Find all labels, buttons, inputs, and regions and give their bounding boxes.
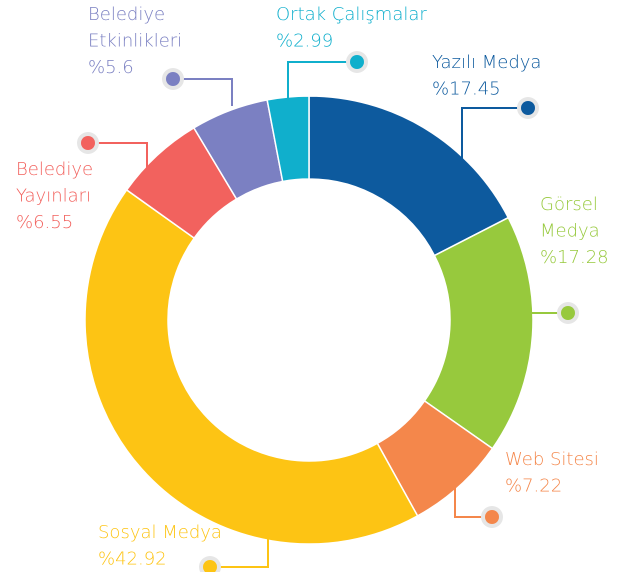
label-line: Yazılı Medya bbox=[432, 52, 541, 73]
marker-dot bbox=[521, 101, 535, 115]
category-label: Belediye Yayınları bbox=[16, 159, 93, 207]
marker-dot bbox=[166, 72, 180, 86]
marker-dot bbox=[203, 560, 217, 572]
value-label: %42.92 bbox=[98, 549, 167, 570]
leader-line bbox=[210, 525, 269, 568]
category-label: Ortak Çalışmalar bbox=[276, 4, 427, 25]
category-label: Yazılı Medya bbox=[432, 52, 541, 73]
value-label: %6.55 bbox=[16, 212, 73, 233]
leader-line bbox=[88, 142, 148, 168]
category-label: Web Sitesi bbox=[505, 449, 599, 470]
donut-slice bbox=[266, 95, 310, 183]
leader-line bbox=[461, 107, 528, 168]
label-line: Ortak Çalışmalar bbox=[276, 4, 427, 25]
leader-line bbox=[287, 61, 357, 98]
label-line: Belediye bbox=[16, 159, 93, 180]
label-line: Web Sitesi bbox=[505, 449, 599, 470]
value-label: %17.28 bbox=[540, 247, 609, 268]
donut-slice bbox=[308, 95, 510, 257]
value-label: %17.45 bbox=[432, 79, 501, 100]
marker-dot bbox=[485, 510, 499, 524]
label-line: Sosyal Medya bbox=[98, 522, 222, 543]
value-label: %7.22 bbox=[505, 476, 562, 497]
value-label: %2.99 bbox=[276, 31, 333, 52]
category-label: Belediye Etkinlikleri bbox=[88, 4, 182, 52]
label-line: Görsel bbox=[540, 194, 598, 215]
leader-line bbox=[454, 478, 492, 518]
marker-dot bbox=[350, 55, 364, 69]
category-label: Sosyal Medya bbox=[98, 522, 222, 543]
label-line: Medya bbox=[540, 221, 600, 242]
category-label: Görsel Medya bbox=[540, 194, 600, 242]
leader-line bbox=[173, 78, 233, 106]
label-line: Yayınları bbox=[16, 186, 91, 207]
donut-slice bbox=[84, 188, 419, 545]
value-label: %5.6 bbox=[88, 57, 134, 78]
label-line: Belediye bbox=[88, 4, 165, 25]
marker-dot bbox=[81, 136, 95, 150]
label-line: Etkinlikleri bbox=[88, 31, 182, 52]
marker-dot bbox=[561, 306, 575, 320]
